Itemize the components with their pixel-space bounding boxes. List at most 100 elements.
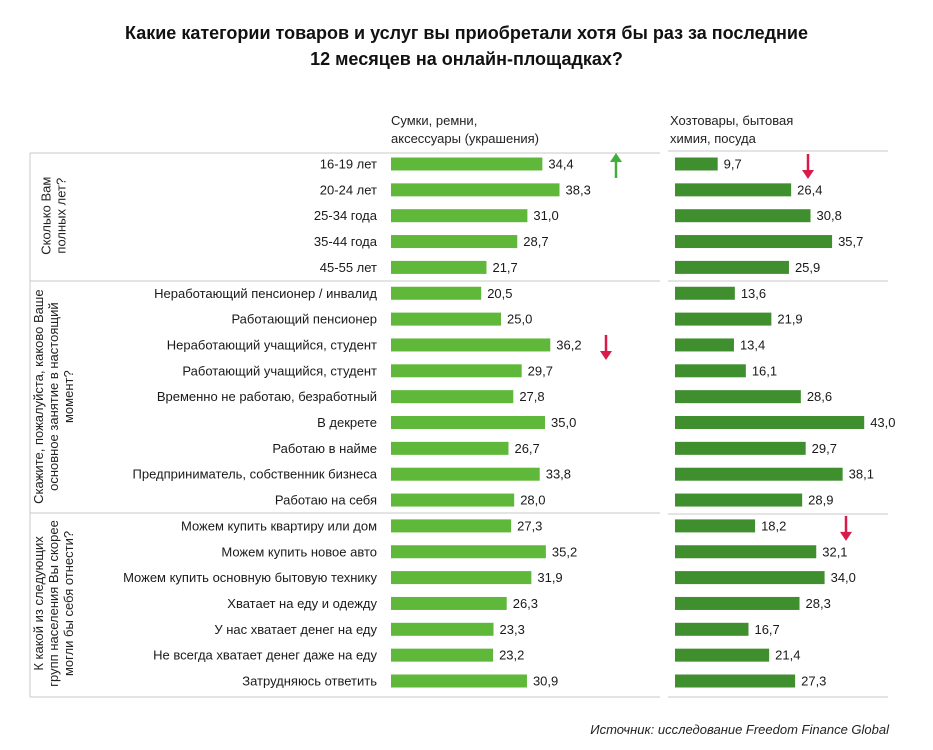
row-label: Можем купить основную бытовую технику xyxy=(123,570,377,585)
question-label-2-line-0: К какой из следующих xyxy=(31,536,46,671)
value-label-household: 21,4 xyxy=(775,648,800,663)
series-header-bags-line-1: Сумки, ремни, xyxy=(391,113,478,128)
row-label: Работаю в найме xyxy=(272,441,377,456)
row-label: 35-44 года xyxy=(314,234,378,249)
value-label-household: 29,7 xyxy=(812,441,837,456)
arrow-down-icon xyxy=(600,350,612,360)
value-label-household: 18,2 xyxy=(761,518,786,533)
row-label: Работаю на себя xyxy=(275,493,377,508)
value-label-household: 9,7 xyxy=(724,157,742,172)
chart-title-line-2: 12 месяцев на онлайн-площадках? xyxy=(310,49,623,69)
bar-household xyxy=(675,209,811,223)
bar-bags xyxy=(391,157,543,171)
bar-household xyxy=(675,157,718,171)
value-label-bags: 34,4 xyxy=(548,157,573,172)
value-label-bags: 25,0 xyxy=(507,312,532,327)
bar-household xyxy=(675,596,800,610)
value-label-bags: 35,2 xyxy=(552,544,577,559)
series-header-bags-line-2: аксессуары (украшения) xyxy=(391,131,540,146)
row-label: Работающий учащийся, студент xyxy=(182,363,377,378)
bar-household xyxy=(675,416,865,429)
row-label: Хватает на еду и одежду xyxy=(227,596,377,611)
value-label-household: 28,3 xyxy=(806,596,831,611)
value-label-household: 34,0 xyxy=(831,570,856,585)
row-label: 25-34 года xyxy=(314,208,378,223)
source-note: Источник: исследование Freedom Finance G… xyxy=(590,722,889,737)
bar-bags xyxy=(391,286,482,300)
bar-household xyxy=(675,183,792,197)
value-label-bags: 27,3 xyxy=(517,518,542,533)
value-label-bags: 31,9 xyxy=(537,570,562,585)
value-label-household: 30,8 xyxy=(817,208,842,223)
arrow-down-icon xyxy=(802,170,814,179)
value-label-bags: 33,8 xyxy=(546,467,571,482)
bar-bags xyxy=(391,467,540,481)
bar-bags xyxy=(391,545,546,559)
value-label-household: 26,4 xyxy=(797,182,822,197)
series-header-household-line-2: химия, посуда xyxy=(670,131,756,146)
bar-bags xyxy=(391,260,487,274)
value-label-bags: 35,0 xyxy=(551,415,576,430)
value-label-bags: 23,2 xyxy=(499,648,524,663)
value-label-household: 43,0 xyxy=(870,415,895,430)
value-label-bags: 26,7 xyxy=(514,441,539,456)
row-label: 20-24 лет xyxy=(320,182,377,197)
value-label-bags: 23,3 xyxy=(500,622,525,637)
row-label: Неработающий учащийся, студент xyxy=(167,337,377,352)
bar-household xyxy=(675,286,735,300)
bar-bags xyxy=(391,493,515,507)
row-label: Работающий пенсионер xyxy=(231,312,377,327)
bar-bags xyxy=(391,183,560,197)
row-label: Неработающий пенсионер / инвалид xyxy=(154,286,377,301)
row-label: Не всегда хватает денег даже на еду xyxy=(153,648,377,663)
bar-household xyxy=(675,674,796,688)
question-label-1-line-2: момент? xyxy=(61,370,76,423)
bar-household xyxy=(675,467,843,481)
bar-household xyxy=(675,622,749,636)
value-label-household: 35,7 xyxy=(838,234,863,249)
value-label-bags: 36,2 xyxy=(556,337,581,352)
bar-bags xyxy=(391,596,507,610)
value-label-bags: 26,3 xyxy=(513,596,538,611)
value-label-bags: 30,9 xyxy=(533,674,558,689)
bar-bags xyxy=(391,209,528,223)
value-label-bags: 20,5 xyxy=(487,286,512,301)
bar-bags xyxy=(391,416,545,429)
row-label: 45-55 лет xyxy=(320,260,377,275)
row-label: В декрете xyxy=(317,415,377,430)
bar-bags xyxy=(391,390,514,404)
bar-household xyxy=(675,364,746,378)
bar-household xyxy=(675,571,825,585)
value-label-household: 25,9 xyxy=(795,260,820,275)
value-label-household: 27,3 xyxy=(801,674,826,689)
row-label: 16-19 лет xyxy=(320,157,377,172)
row-label: У нас хватает денег на еду xyxy=(214,622,377,637)
bar-household xyxy=(675,648,770,662)
question-label-2-line-1: групп населения Вы скорее xyxy=(46,520,61,687)
bar-household xyxy=(675,312,772,326)
series-header-bags: Сумки, ремни, аксессуары (украшения) xyxy=(391,112,539,148)
row-label: Затрудняюсь ответить xyxy=(242,674,377,689)
question-label-0-line-0: Сколько Вам xyxy=(39,177,54,255)
value-label-bags: 29,7 xyxy=(528,363,553,378)
question-label-1-line-1: основное занятие в настоящий xyxy=(46,302,61,491)
value-label-household: 21,9 xyxy=(777,312,802,327)
bar-bags xyxy=(391,571,532,585)
bar-bags xyxy=(391,674,527,688)
bar-bags xyxy=(391,622,494,636)
bar-household xyxy=(675,493,803,507)
bar-household xyxy=(675,260,789,274)
chart-title: Какие категории товаров и услуг вы приоб… xyxy=(0,20,933,72)
row-label: Временно не работаю, безработный xyxy=(157,389,377,404)
bar-household xyxy=(675,235,833,249)
arrow-down-icon xyxy=(840,531,852,541)
series-header-household: Хозтовары, бытовая химия, посуда xyxy=(670,112,793,148)
bar-bags xyxy=(391,338,551,352)
arrow-up-icon xyxy=(610,153,622,162)
bar-bags xyxy=(391,364,522,378)
value-label-household: 16,7 xyxy=(754,622,779,637)
row-label: Предприниматель, собственник бизнеса xyxy=(133,467,378,482)
chart-title-line-1: Какие категории товаров и услуг вы приоб… xyxy=(125,23,808,43)
value-label-household: 28,9 xyxy=(808,493,833,508)
